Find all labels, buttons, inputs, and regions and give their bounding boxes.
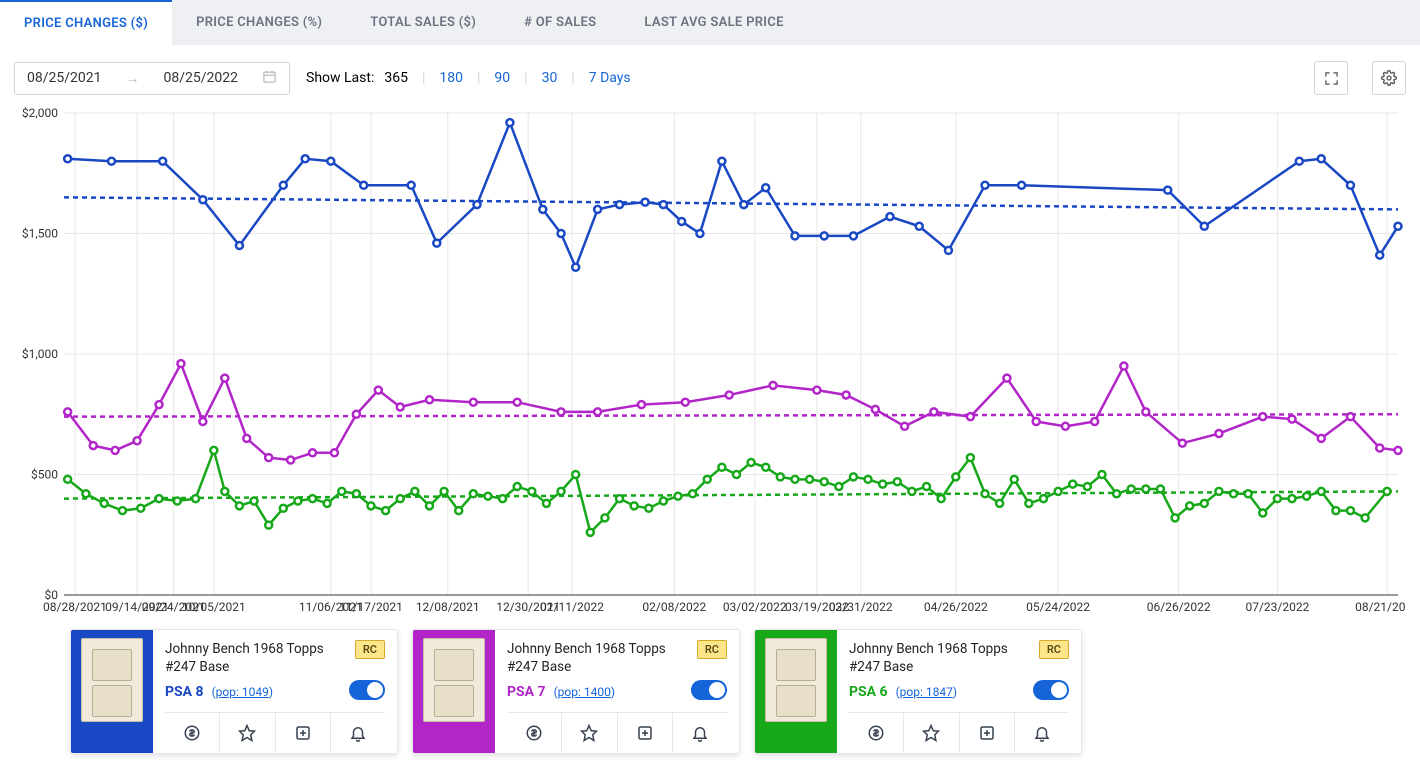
svg-text:02/08/2022: 02/08/2022 xyxy=(642,600,706,614)
series-card: RC Johnny Bench 1968 Topps #247 Base PSA… xyxy=(412,629,740,754)
date-from: 08/25/2021 xyxy=(27,70,102,86)
tab-1[interactable]: PRICE CHANGES (%) xyxy=(172,0,346,45)
pop-link[interactable]: (pop: 1049) xyxy=(212,685,273,699)
price-icon[interactable] xyxy=(507,713,561,753)
svg-text:08/28/2021: 08/28/2021 xyxy=(43,600,107,614)
svg-text:05/24/2022: 05/24/2022 xyxy=(1026,600,1090,614)
svg-text:07/23/2022: 07/23/2022 xyxy=(1245,600,1309,614)
tab-0[interactable]: PRICE CHANGES ($) xyxy=(0,0,172,45)
card-actions xyxy=(849,712,1069,753)
pop-link[interactable]: (pop: 1847) xyxy=(896,685,957,699)
rc-badge: RC xyxy=(697,640,727,659)
svg-text:10/05/2021: 10/05/2021 xyxy=(182,600,246,614)
card-thumbnail[interactable] xyxy=(765,638,827,722)
star-icon[interactable] xyxy=(903,713,958,753)
card-title: Johnny Bench 1968 Topps #247 Base xyxy=(507,640,727,676)
svg-text:03/02/2022: 03/02/2022 xyxy=(723,600,787,614)
svg-text:$1,000: $1,000 xyxy=(22,347,58,361)
date-range-picker[interactable]: 08/25/2021 → 08/25/2022 xyxy=(14,62,290,95)
svg-text:08/21/2022: 08/21/2022 xyxy=(1355,600,1406,614)
card-title: Johnny Bench 1968 Topps #247 Base xyxy=(849,640,1069,676)
price-icon[interactable] xyxy=(849,713,903,753)
tab-3[interactable]: # OF SALES xyxy=(500,0,620,45)
settings-button[interactable] xyxy=(1372,61,1406,95)
show-last-option[interactable]: 7 Days xyxy=(585,70,635,86)
card-thumbnail[interactable] xyxy=(423,638,485,722)
bell-icon[interactable] xyxy=(672,713,727,753)
svg-text:03/31/2022: 03/31/2022 xyxy=(829,600,893,614)
bell-icon[interactable] xyxy=(330,713,385,753)
rc-badge: RC xyxy=(1039,640,1069,659)
show-last-option[interactable]: 30 xyxy=(538,70,562,86)
controls-row: 08/25/2021 → 08/25/2022 Show Last:365|18… xyxy=(14,61,1406,95)
tab-4[interactable]: LAST AVG SALE PRICE xyxy=(620,0,807,45)
visibility-toggle[interactable] xyxy=(691,680,727,700)
series-card: RC Johnny Bench 1968 Topps #247 Base PSA… xyxy=(754,629,1082,754)
arrow-right-icon: → xyxy=(126,70,140,87)
card-accent xyxy=(71,630,153,753)
svg-text:04/26/2022: 04/26/2022 xyxy=(924,600,988,614)
svg-text:$2,000: $2,000 xyxy=(22,106,58,120)
show-last-label: Show Last: xyxy=(306,70,374,86)
tabs: PRICE CHANGES ($)PRICE CHANGES (%)TOTAL … xyxy=(0,0,1420,45)
chart-panel: 08/25/2021 → 08/25/2022 Show Last:365|18… xyxy=(0,45,1420,774)
add-icon[interactable] xyxy=(959,713,1014,753)
card-title: Johnny Bench 1968 Topps #247 Base xyxy=(165,640,385,676)
visibility-toggle[interactable] xyxy=(1033,680,1069,700)
pop-link[interactable]: (pop: 1400) xyxy=(554,685,615,699)
show-last-selector: Show Last:365|180|90|30|7 Days xyxy=(306,70,635,86)
calendar-icon xyxy=(262,69,277,88)
card-row: RC Johnny Bench 1968 Topps #247 Base PSA… xyxy=(14,629,1406,754)
card-thumbnail[interactable] xyxy=(81,638,143,722)
add-icon[interactable] xyxy=(275,713,330,753)
star-icon[interactable] xyxy=(219,713,274,753)
card-accent xyxy=(755,630,837,753)
svg-text:$1,500: $1,500 xyxy=(22,227,58,241)
rc-badge: RC xyxy=(355,640,385,659)
grade-label: PSA 8 xyxy=(165,684,204,700)
add-icon[interactable] xyxy=(617,713,672,753)
svg-text:$500: $500 xyxy=(31,468,58,482)
show-last-option[interactable]: 365 xyxy=(380,70,412,86)
fullscreen-button[interactable] xyxy=(1314,61,1348,95)
price-icon[interactable] xyxy=(165,713,219,753)
svg-text:11/17/2021: 11/17/2021 xyxy=(339,600,403,614)
tab-2[interactable]: TOTAL SALES ($) xyxy=(346,0,500,45)
card-actions xyxy=(507,712,727,753)
date-to: 08/25/2022 xyxy=(164,70,239,86)
series-card: RC Johnny Bench 1968 Topps #247 Base PSA… xyxy=(70,629,398,754)
grade-label: PSA 6 xyxy=(849,684,888,700)
card-actions xyxy=(165,712,385,753)
visibility-toggle[interactable] xyxy=(349,680,385,700)
star-icon[interactable] xyxy=(561,713,616,753)
svg-text:12/08/2021: 12/08/2021 xyxy=(416,600,480,614)
chart: $0$500$1,000$1,500$2,00008/28/202109/14/… xyxy=(14,105,1406,615)
card-accent xyxy=(413,630,495,753)
show-last-option[interactable]: 180 xyxy=(435,70,467,86)
show-last-option[interactable]: 90 xyxy=(490,70,514,86)
svg-text:06/26/2022: 06/26/2022 xyxy=(1147,600,1211,614)
grade-label: PSA 7 xyxy=(507,684,546,700)
bell-icon[interactable] xyxy=(1014,713,1069,753)
svg-text:01/11/2022: 01/11/2022 xyxy=(540,600,604,614)
